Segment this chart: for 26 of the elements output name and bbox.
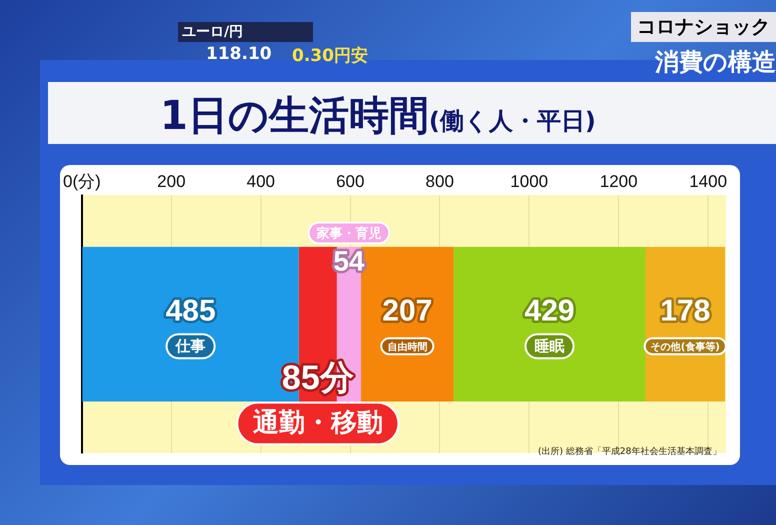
series-label: 家事・育児: [315, 225, 382, 242]
text: (出所) 総務省「平成28年社会生活基本調査」: [538, 446, 722, 458]
data-label: 207: [382, 294, 432, 328]
series-label: 自由時間: [387, 340, 428, 353]
chart-subtitle: (働く人・平日): [428, 107, 596, 135]
text: 118.10: [206, 44, 272, 64]
series-label: 睡眠: [534, 337, 565, 356]
text: ユーロ/円: [178, 22, 314, 42]
x-tick-label: 1200: [600, 172, 638, 191]
series-label: 通勤・移動: [252, 408, 383, 438]
x-tick-label: 600: [336, 172, 364, 191]
text: コロナショック: [631, 12, 776, 42]
data-label: 485: [166, 294, 216, 328]
bar: [454, 246, 646, 402]
series-label: 仕事: [174, 337, 206, 356]
text: 0.30円安: [292, 45, 368, 67]
x-tick-label: 400: [246, 172, 275, 191]
x-tick-label: 800: [426, 172, 454, 191]
x-tick-label: 1000: [510, 172, 548, 191]
x-tick-label: 200: [157, 172, 186, 191]
x-tick-label: 0(分): [63, 172, 101, 191]
data-label: 429: [524, 294, 575, 328]
x-tick-label: 1400: [689, 172, 728, 191]
data-label: 178: [660, 294, 710, 328]
text: 消費の構造: [655, 47, 776, 78]
series-label: その他(食事等): [650, 340, 720, 353]
